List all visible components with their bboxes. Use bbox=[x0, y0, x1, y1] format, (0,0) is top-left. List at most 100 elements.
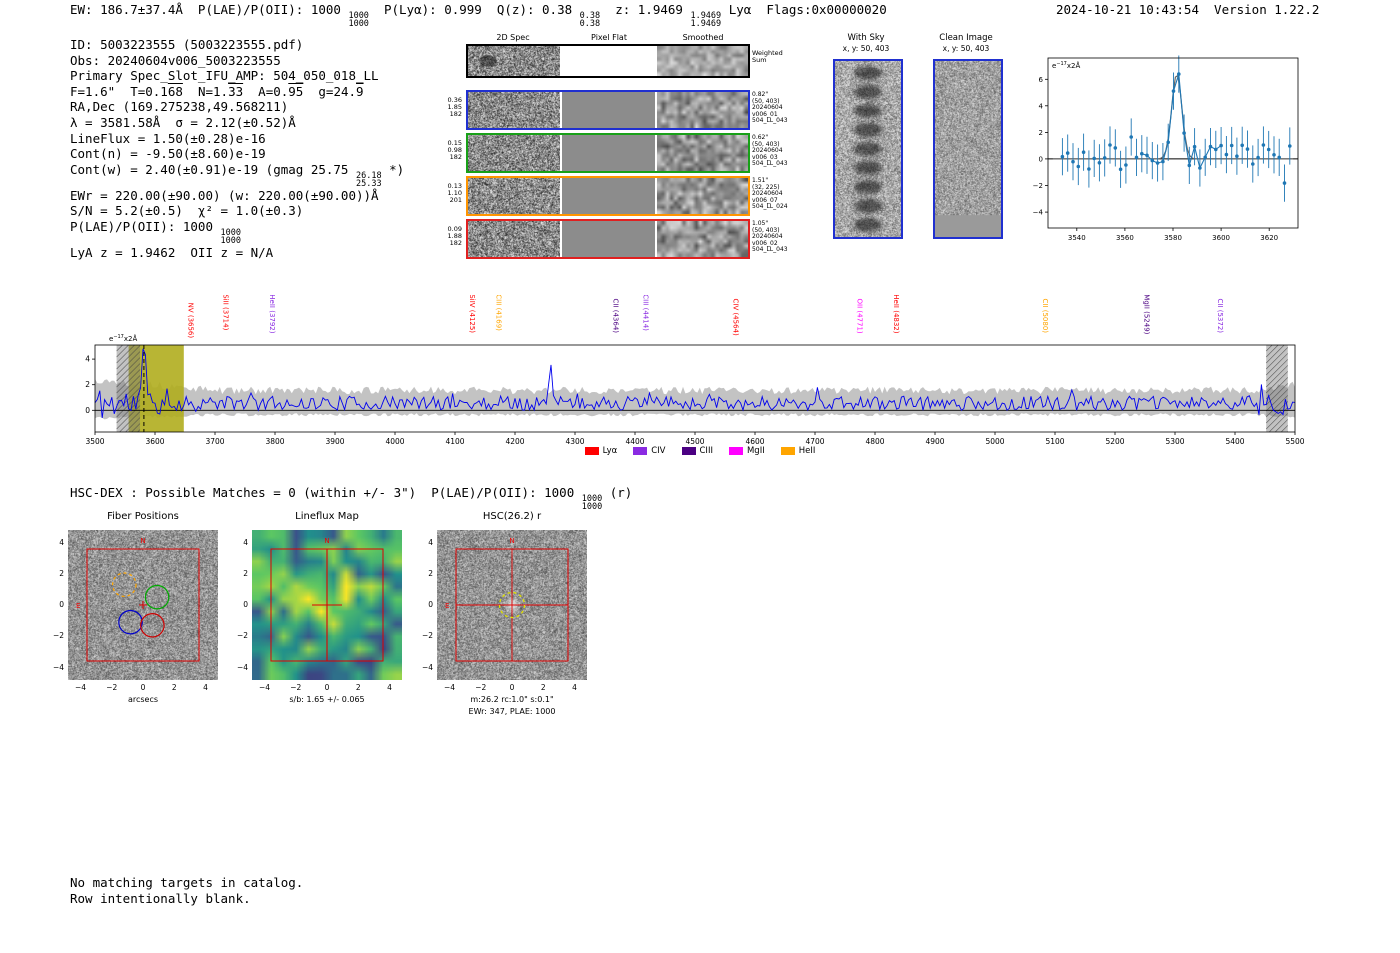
text-segment: Cont(w) = 2.40(±0.91)e-19 (gmag 25.75 bbox=[70, 161, 356, 177]
footer-line: No matching targets in catalog. bbox=[70, 875, 304, 890]
spec2d-2dspec-image bbox=[468, 46, 560, 76]
x-tick-label: 3560 bbox=[1116, 234, 1134, 242]
text-segment: P(LAE)/P(OII): 1000 bbox=[70, 218, 221, 234]
y-tick-label: 2 bbox=[1039, 129, 1043, 137]
info-value: (32, 225) bbox=[752, 183, 780, 191]
masked-region-hatch bbox=[1265, 344, 1289, 433]
stacked-fraction: 1000 1000 bbox=[581, 494, 603, 512]
spectral-line-label: SiII (3714) bbox=[221, 295, 229, 331]
text-segment: 68 bbox=[167, 83, 183, 99]
panel-y-tick: 4 bbox=[59, 537, 64, 547]
spec2d-row bbox=[466, 44, 750, 78]
text-segment: 33 bbox=[228, 83, 244, 99]
spec2d-row-info: 0.82" (50, 403) 20240604 v006_01 504_LL_043 bbox=[752, 91, 788, 125]
weight-value: 201 bbox=[449, 196, 462, 205]
panel-x-tick: 2 bbox=[540, 683, 546, 692]
flux-units-label: e−17x2Å bbox=[109, 334, 137, 343]
spectral-line-label: HeII (3792) bbox=[268, 295, 276, 334]
y-tick-label: −2 bbox=[1033, 182, 1043, 190]
spectral-line-label: CIII (4169) bbox=[494, 295, 502, 331]
cutout-panels-row: Fiber Positions N E −4 −4 −2 −2 0 0 2 2 4 4 arcsecs Li… bbox=[0, 508, 660, 733]
panel-x-tick: −2 bbox=[106, 683, 118, 692]
weight-value: 0.98 bbox=[447, 146, 462, 155]
stacked-fraction: 1000 1000 bbox=[220, 227, 241, 246]
compass-north-label: N bbox=[140, 537, 145, 545]
spec2d-pixelflat-image bbox=[562, 135, 655, 171]
panel-y-tick: −2 bbox=[52, 631, 64, 641]
spectral-line-label: CII (5372) bbox=[1216, 299, 1224, 334]
compass-north-label: N bbox=[509, 537, 514, 545]
info-value: 1.51" bbox=[752, 177, 769, 184]
spec2d-col-header: 2D Spec bbox=[496, 33, 530, 42]
x-tick-label: 5200 bbox=[1105, 437, 1124, 446]
y-tick-label: 0 bbox=[85, 406, 90, 415]
text-segment: S/N = 5.2(±0.5) χ² = 1.0(±0.3) bbox=[70, 203, 304, 219]
text-segment: A=0. bbox=[243, 83, 289, 99]
spectrum-line bbox=[94, 348, 1296, 419]
x-tick-label: 3500 bbox=[85, 437, 104, 446]
panel-x-tick: −4 bbox=[74, 683, 87, 692]
y-tick-label: 0 bbox=[1039, 155, 1043, 163]
text-segment: λ = 3581.58Å σ = 2.12(±0.52)Å bbox=[70, 114, 296, 130]
clean-image-coords: x, y: 50, 403 bbox=[942, 44, 990, 53]
x-tick-label: 5400 bbox=[1225, 437, 1244, 446]
info-line: P(LAE)/P(OII): 1000 1000 1000 bbox=[70, 219, 404, 245]
fiber-circle bbox=[140, 613, 165, 638]
info-line: LineFlux = 1.50(±0.28)e-16 bbox=[70, 131, 404, 147]
panel-image-wrap: N bbox=[252, 530, 402, 680]
text-segment: g=24. bbox=[303, 83, 357, 99]
panel-overlay-svg: NE bbox=[76, 537, 200, 662]
weight-value: 0.15 bbox=[447, 139, 462, 147]
x-tick-label: 3800 bbox=[265, 437, 284, 446]
x-tick-label: 5300 bbox=[1165, 437, 1184, 446]
spec2d-pixelflat-image bbox=[562, 46, 655, 76]
with-sky-coords: x, y: 50, 403 bbox=[842, 44, 890, 53]
zoom-spectrum-plot: 3540 3560 3580 3600 3620 −4 −2 0 2 4 6 e−17x2Å bbox=[1030, 52, 1302, 244]
x-tick-label: 4900 bbox=[925, 437, 944, 446]
full-spectrum-svg: 3500 3600 3700 3800 3900 4000 4100 4200 4300 4400… bbox=[85, 294, 1305, 446]
y-tick-label: −4 bbox=[1033, 209, 1044, 217]
weight-value: 1.85 bbox=[447, 103, 462, 112]
spec2d-smoothed-image bbox=[657, 46, 748, 76]
gaussian-fit-curve bbox=[1052, 74, 1294, 160]
spec2d-row-weights: 0.15 0.98 182 bbox=[441, 139, 462, 162]
x-tick-label: 3580 bbox=[1164, 234, 1182, 242]
zoom-spectrum-svg: 3540 3560 3580 3600 3620 −4 −2 0 2 4 6 e−17x2Å bbox=[1033, 55, 1299, 242]
spec2d-2dspec-image bbox=[468, 178, 560, 214]
spec2d-2dspec-image bbox=[468, 135, 560, 171]
spectral-line-label: SiIV (4125) bbox=[468, 295, 476, 333]
info-value: 20240604 bbox=[752, 147, 783, 155]
spectral-line-label: CIII (4414) bbox=[641, 295, 649, 331]
panel-x-tick: −4 bbox=[258, 683, 271, 692]
field-of-view-box bbox=[86, 548, 200, 662]
spec2d-row-weights: 0.13 1.10 201 bbox=[441, 182, 462, 205]
panel-y-tick: 0 bbox=[428, 600, 433, 609]
panel-y-tick: −4 bbox=[236, 662, 248, 672]
legend-item: HeII bbox=[780, 446, 815, 456]
flux-units-label: e−17x2Å bbox=[1052, 61, 1080, 70]
weight-value: 1.88 bbox=[447, 232, 462, 241]
with-sky-title: With Sky bbox=[847, 33, 885, 43]
axes-box bbox=[1047, 57, 1299, 229]
spec2d-row-info: 0.62" (50, 403) 20240604 v006_03 504_LL_043 bbox=[752, 134, 788, 168]
panel-y-tick: 4 bbox=[243, 537, 248, 547]
x-tick-label: 3540 bbox=[1068, 234, 1086, 242]
panel-x-label: arcsecs bbox=[127, 695, 159, 704]
info-line: λ = 3581.58Å σ = 2.12(±0.52)Å bbox=[70, 115, 404, 131]
info-value: v006_01 bbox=[752, 110, 778, 118]
panel-overlay: N bbox=[252, 530, 402, 684]
info-line: EWr = 220.00(±90.00) (w: 220.00(±90.00))… bbox=[70, 188, 404, 204]
y-tick-label: 6 bbox=[1039, 76, 1044, 84]
weight-value: 182 bbox=[449, 110, 462, 119]
info-value: 504_LL_043 bbox=[752, 117, 788, 125]
fiber-circle bbox=[118, 609, 143, 635]
panel-x-tick: 4 bbox=[387, 683, 392, 692]
panel-x-tick: 4 bbox=[203, 683, 208, 692]
info-value: 1.05" bbox=[752, 220, 769, 227]
weight-value: 182 bbox=[449, 239, 462, 248]
panel-y-tick: −4 bbox=[52, 662, 64, 672]
info-line: Obs: 20240604v006_5003223555 bbox=[70, 53, 404, 69]
